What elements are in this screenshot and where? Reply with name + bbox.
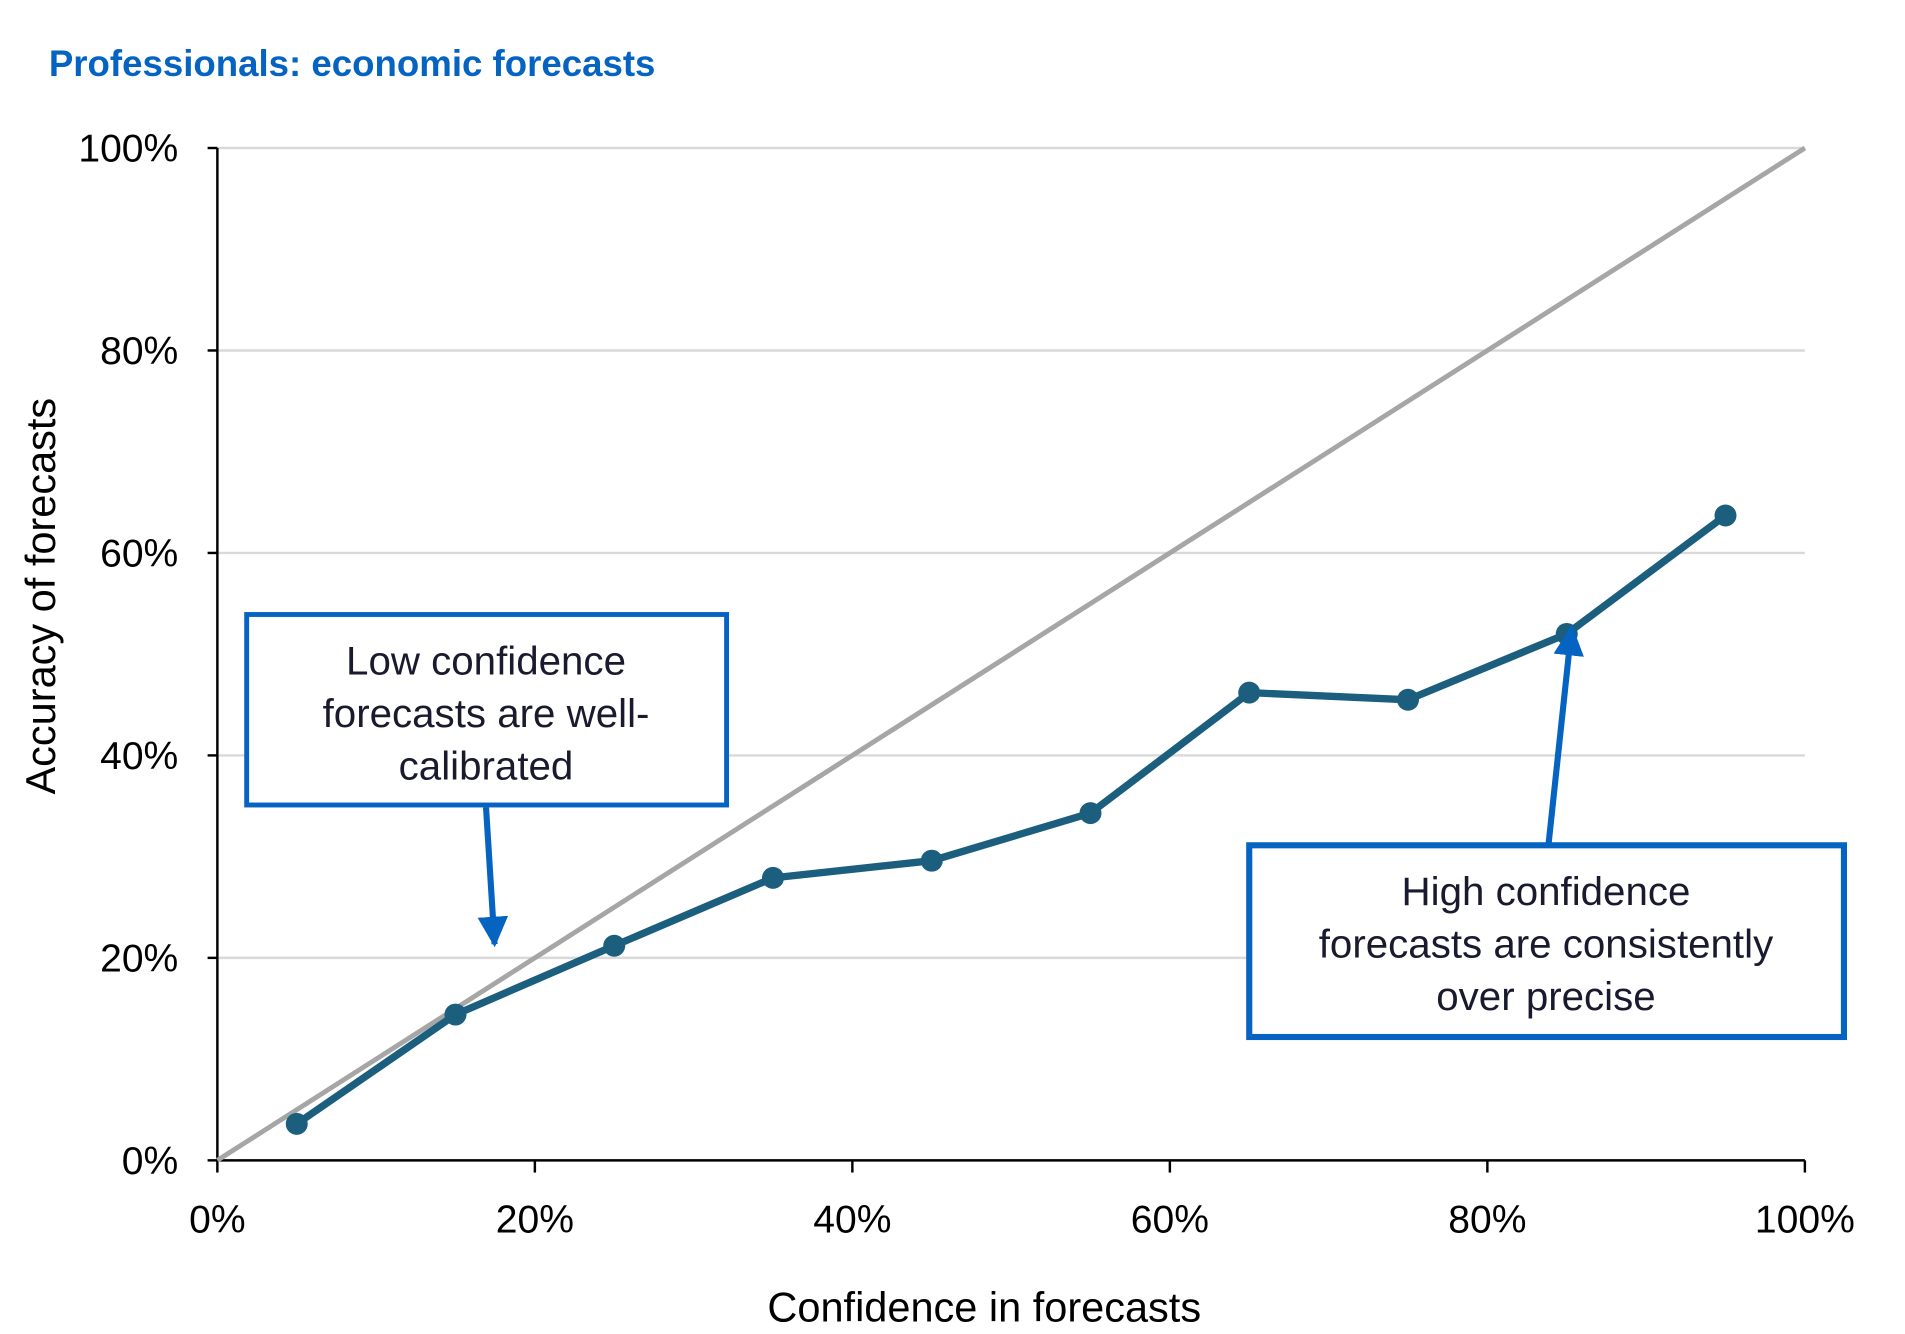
calibration-series-line bbox=[294, 512, 1728, 1127]
series-layer bbox=[216, 145, 1807, 1163]
perfect-calibration-line bbox=[216, 145, 1807, 1163]
x-tick-label: 0% bbox=[189, 1198, 245, 1241]
annotation-line: forecasts are well- bbox=[323, 691, 650, 736]
data-point bbox=[920, 849, 943, 872]
data-point bbox=[1714, 504, 1737, 527]
y-axis-label: Accuracy of forecasts bbox=[17, 398, 64, 795]
annotation-line: over precise bbox=[1436, 974, 1655, 1019]
data-point bbox=[1079, 802, 1102, 825]
y-tick-label: 20% bbox=[100, 937, 178, 980]
x-tick-label: 60% bbox=[1131, 1198, 1209, 1241]
x-tick-label: 40% bbox=[813, 1198, 891, 1241]
annotation-arrow bbox=[1545, 624, 1584, 846]
data-point bbox=[444, 1003, 467, 1026]
annotation-line: forecasts are consistently bbox=[1319, 922, 1774, 967]
x-tick-label: 100% bbox=[1755, 1198, 1855, 1241]
y-tick-label: 60% bbox=[100, 532, 178, 575]
y-tick-label: 80% bbox=[100, 330, 178, 373]
data-point bbox=[1555, 622, 1578, 645]
data-point bbox=[285, 1112, 308, 1135]
x-axis-label: Confidence in forecasts bbox=[767, 1284, 1201, 1331]
data-point bbox=[603, 934, 626, 957]
annotation-high-confidence: High confidence forecasts are consistent… bbox=[1246, 624, 1847, 1041]
data-point bbox=[762, 866, 784, 889]
data-point bbox=[1238, 681, 1261, 704]
annotation-line: calibrated bbox=[399, 743, 574, 788]
tick-labels: 0% 20% 40% 60% 80% 100% 0% 20% 40% 60% 80% 100% bbox=[78, 127, 1854, 1241]
axes bbox=[207, 146, 1807, 1173]
annotation-line: Low confidence bbox=[346, 638, 626, 683]
y-tick-label: 100% bbox=[78, 127, 178, 170]
annotation-arrow bbox=[477, 807, 509, 948]
y-tick-label: 40% bbox=[100, 735, 178, 778]
annotation-line: High confidence bbox=[1402, 869, 1691, 914]
data-point bbox=[1397, 688, 1419, 711]
chart-title: Professionals: economic forecasts bbox=[49, 43, 656, 84]
x-tick-label: 20% bbox=[496, 1198, 574, 1241]
x-tick-label: 80% bbox=[1448, 1198, 1526, 1241]
annotation-low-confidence: Low confidence forecasts are well- calib… bbox=[244, 612, 730, 948]
y-tick-label: 0% bbox=[122, 1140, 178, 1183]
